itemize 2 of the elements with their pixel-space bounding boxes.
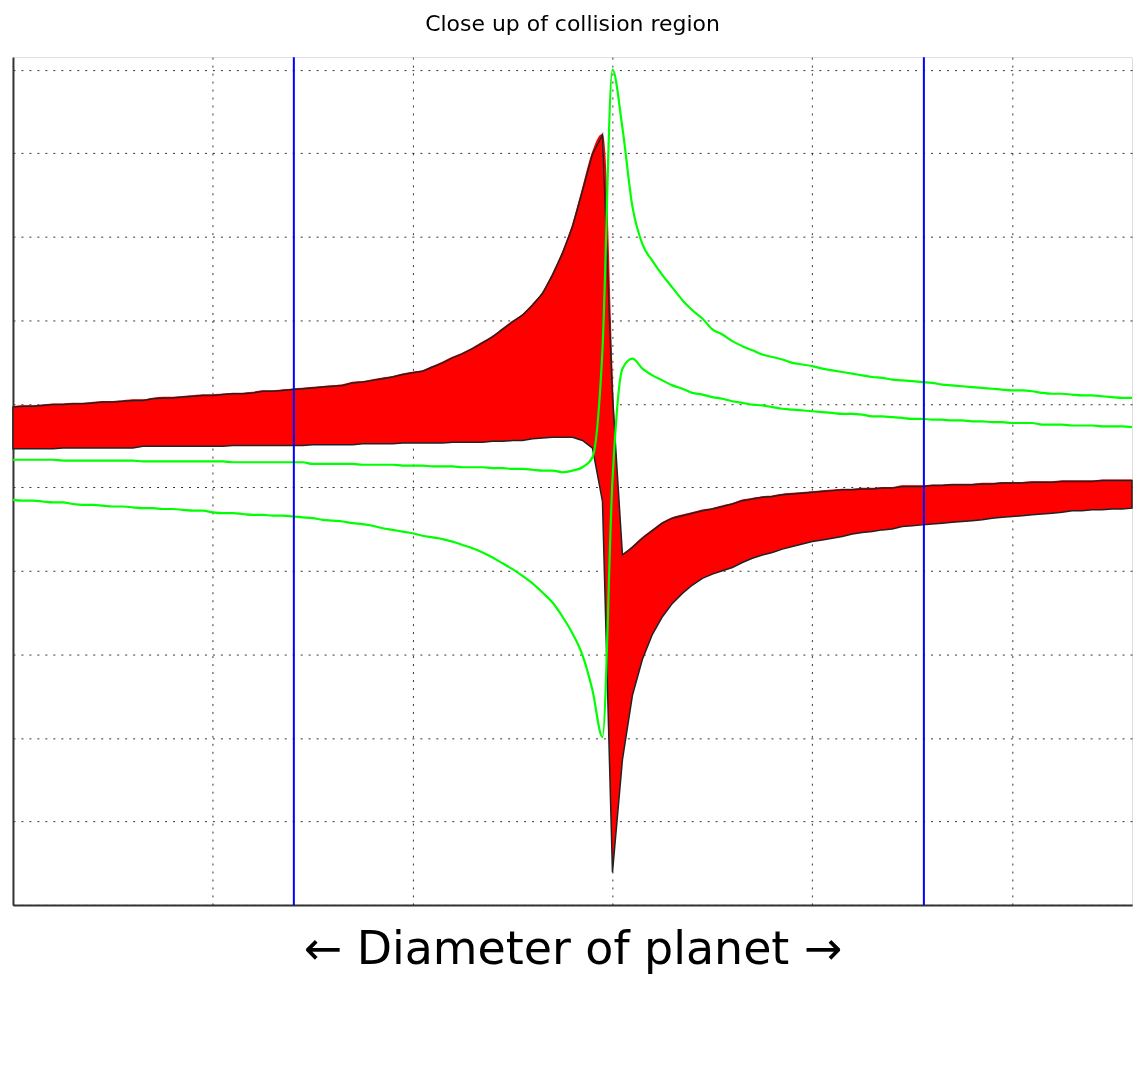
chart-title: Close up of collision region bbox=[425, 11, 720, 37]
x-axis-title: ← Diameter of planet → bbox=[303, 920, 843, 975]
